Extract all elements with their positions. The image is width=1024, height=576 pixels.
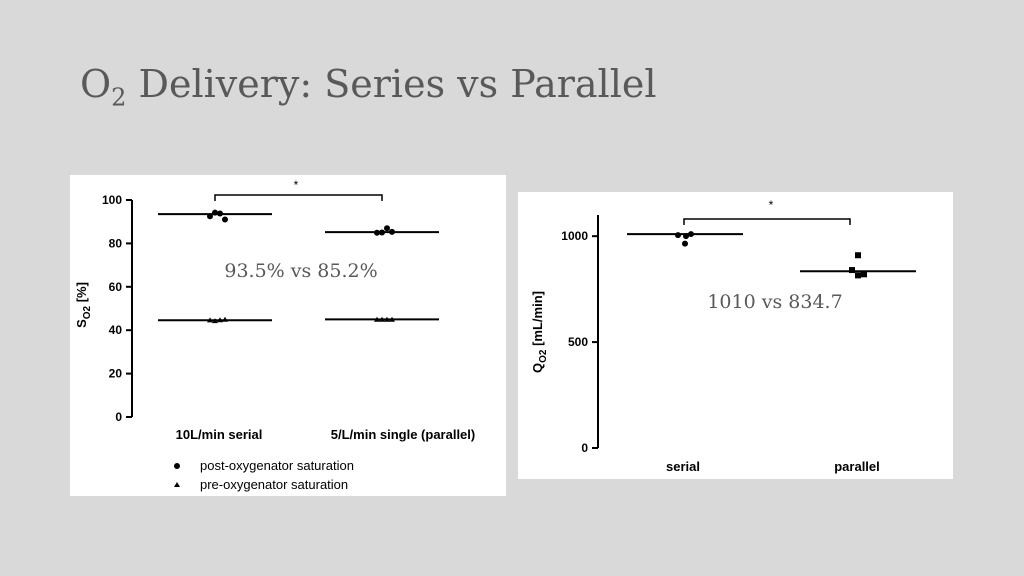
chart-panel-saturation: 0 20 40 60 80 100 SO2 [%] * 10L/min serial 5/… [70,175,506,496]
y-tick-label: 0 [115,410,122,424]
data-point-parallel [849,267,855,274]
mean-lines [627,233,916,273]
data-point-post [384,225,390,232]
y-ticks: 0 500 1000 [561,229,598,455]
significance-star: * [294,178,299,192]
category-label-serial: serial [666,459,700,474]
data-points [675,231,867,279]
comparison-annotation: 1010 vs 834.7 [707,291,842,313]
data-point-parallel [855,272,861,279]
data-points [207,209,395,324]
y-tick-label: 0 [581,441,588,455]
slide-title: O2 Delivery: Series vs Parallel [80,62,657,112]
data-point-post [389,228,395,235]
data-point-serial [682,240,688,247]
significance-bracket [214,194,383,201]
y-tick-label: 40 [109,323,123,337]
data-point-post [207,213,213,220]
data-point-pre [379,316,385,322]
data-point-serial [688,231,694,238]
data-point-post [217,210,223,217]
data-point-pre [384,316,390,322]
legend-pre-oxygenator: pre-oxygenator saturation [200,477,348,492]
category-label-parallel: parallel [834,459,880,474]
saturation-chart: 0 20 40 60 80 100 SO2 [%] * 10L/min serial 5/… [74,178,475,492]
chart-panel-delivery: 0 500 1000 QO2 [mL/min] * serial parallel … [518,192,953,479]
y-tick-label: 1000 [561,229,588,243]
data-point-parallel [855,252,861,259]
data-point-post [222,216,228,223]
data-point-parallel [861,271,867,278]
legend-circle-marker [174,463,180,469]
y-tick-label: 100 [102,193,122,207]
y-ticks: 0 20 40 60 80 100 [102,193,132,424]
data-point-pre [389,316,395,322]
data-point-pre [374,316,380,322]
category-label-parallel: 5/L/min single (parallel) [331,427,475,442]
y-tick-label: 20 [109,367,123,381]
comparison-annotation: 93.5% vs 85.2% [224,260,377,282]
data-point-pre [207,317,213,323]
data-point-post [212,209,218,216]
significance-star: * [769,198,774,212]
legend-post-oxygenator: post-oxygenator saturation [200,458,354,473]
data-point-serial [675,232,681,239]
y-tick-label: 500 [568,335,588,349]
y-tick-label: 80 [109,236,123,250]
data-point-post [374,229,380,236]
y-tick-label: 60 [109,280,123,294]
y-axis-label: QO2 [mL/min] [530,291,549,373]
y-axis-label: SO2 [%] [74,282,93,328]
data-point-post [379,229,385,236]
legend-triangle-marker [174,482,180,487]
category-label-serial: 10L/min serial [176,427,263,442]
data-point-pre [217,317,223,323]
data-point-serial [683,233,689,240]
data-point-pre [212,318,218,324]
data-point-pre [222,316,228,322]
significance-bracket [683,218,851,225]
